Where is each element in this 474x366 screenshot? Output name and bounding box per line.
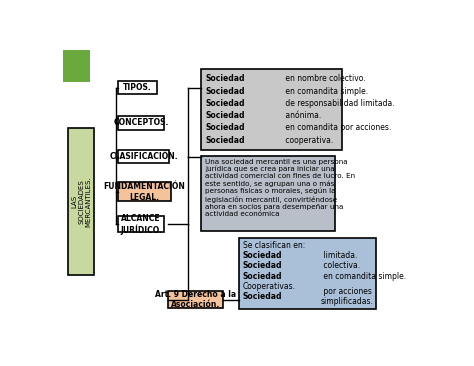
Text: Se clasifican en:: Se clasifican en: <box>243 241 305 250</box>
Text: FUNDAMENTACIÓN
LEGAL.: FUNDAMENTACIÓN LEGAL. <box>104 182 186 202</box>
Text: Sociedad: Sociedad <box>205 99 245 108</box>
Text: Sociedad: Sociedad <box>205 86 245 96</box>
Text: Sociedad: Sociedad <box>243 261 283 270</box>
FancyBboxPatch shape <box>201 156 335 231</box>
Text: de responsabilidad limitada.: de responsabilidad limitada. <box>283 99 394 108</box>
Text: LAS
SOCIEDADES
MERCANTILES.: LAS SOCIEDADES MERCANTILES. <box>71 176 91 227</box>
FancyBboxPatch shape <box>201 69 342 150</box>
Text: CLASIFICACIÓN.: CLASIFICACIÓN. <box>109 152 178 161</box>
Text: Sociedad: Sociedad <box>243 272 283 280</box>
FancyBboxPatch shape <box>238 238 376 309</box>
FancyBboxPatch shape <box>63 49 91 82</box>
Text: Sociedad: Sociedad <box>205 74 245 83</box>
Text: en comandita simple.: en comandita simple. <box>283 86 368 96</box>
FancyBboxPatch shape <box>68 128 94 275</box>
FancyBboxPatch shape <box>118 182 171 201</box>
Text: Sociedad: Sociedad <box>205 123 245 132</box>
Text: Una sociedad mercantil es una persona
jurídica que se crea para iniciar una
acti: Una sociedad mercantil es una persona ju… <box>205 158 355 217</box>
FancyBboxPatch shape <box>118 216 164 232</box>
Text: cooperativa.: cooperativa. <box>283 135 333 145</box>
FancyBboxPatch shape <box>118 116 164 130</box>
Text: Sociedad: Sociedad <box>205 135 245 145</box>
Text: TIPOS.: TIPOS. <box>123 83 152 92</box>
Text: en comandita simple.: en comandita simple. <box>320 272 406 280</box>
FancyBboxPatch shape <box>118 150 170 163</box>
Text: en nombre colectivo.: en nombre colectivo. <box>283 74 365 83</box>
Text: Sociedad: Sociedad <box>243 251 283 260</box>
FancyBboxPatch shape <box>118 81 156 94</box>
Text: limitada.: limitada. <box>320 251 357 260</box>
Text: por acciones
simplificadas.: por acciones simplificadas. <box>320 287 374 306</box>
FancyBboxPatch shape <box>168 291 223 308</box>
Text: anónima.: anónima. <box>283 111 321 120</box>
Text: Sociedad: Sociedad <box>243 292 283 301</box>
Text: en comandita por acciones.: en comandita por acciones. <box>283 123 391 132</box>
Text: Sociedad: Sociedad <box>205 111 245 120</box>
Text: CONCEPTOS.: CONCEPTOS. <box>113 118 169 127</box>
Text: Art. 9 Derecho a la
Asociación.: Art. 9 Derecho a la Asociación. <box>155 290 236 309</box>
Text: ALCANCE
JURÍDICO.: ALCANCE JURÍDICO. <box>120 214 162 235</box>
Text: Cooperativas.: Cooperativas. <box>243 282 296 291</box>
Text: colectiva.: colectiva. <box>320 261 360 270</box>
